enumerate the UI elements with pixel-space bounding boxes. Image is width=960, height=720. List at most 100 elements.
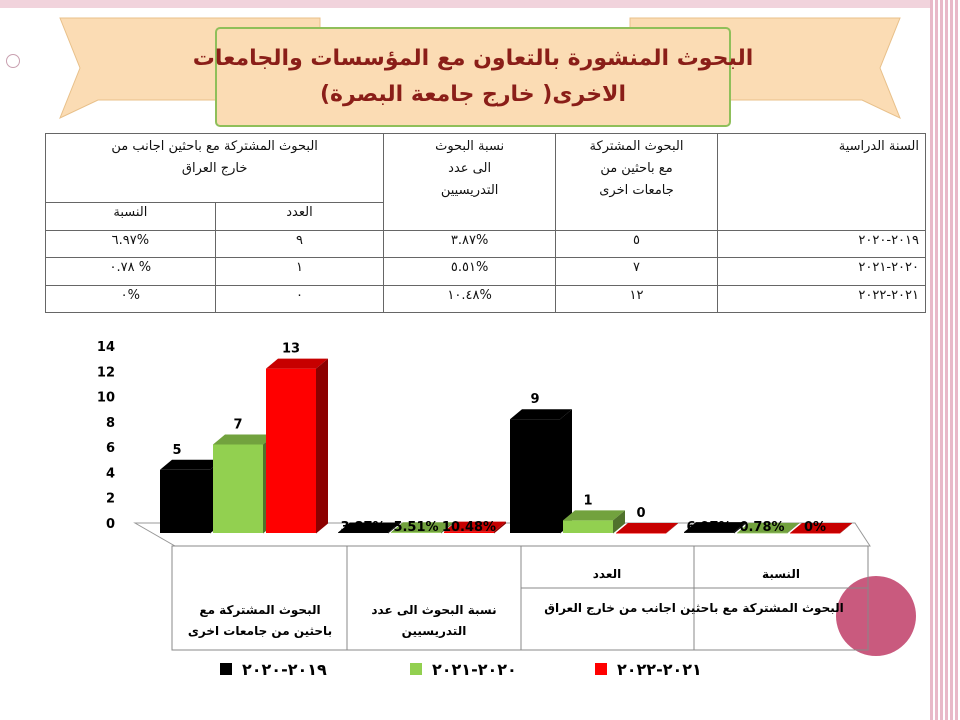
y-tick-label: 14 [97, 340, 115, 355]
bar-side [316, 358, 328, 534]
bar-side [734, 522, 746, 534]
cell-count: ٩ [214, 229, 385, 259]
category-label: التدريسيين [402, 624, 467, 638]
category-parent-label: البحوث المشتركة مع باحثين اجانب من خارج … [544, 601, 843, 616]
cell-percent: %٦.٩٧ [45, 229, 216, 259]
bar-top [684, 522, 746, 533]
data-label: 5.51% [393, 520, 438, 535]
bar-front [790, 533, 840, 534]
decor-circle-small [6, 54, 20, 68]
y-tick-label: 8 [106, 416, 115, 431]
data-label: 13 [282, 342, 300, 357]
bar-top [213, 434, 275, 445]
bar-top [510, 409, 572, 420]
bar-side [388, 522, 400, 534]
category-label: باحثين من جامعات اخرى [188, 624, 332, 638]
legend-swatch [595, 663, 607, 675]
table-row: ٢٠٢١-٢٠٢٢ ١٢ %١٠.٤٨ ٠ %٠ [45, 284, 926, 314]
data-label: 1 [583, 493, 592, 508]
data-label: 9 [530, 392, 539, 407]
bar-side [666, 523, 678, 534]
bar-top [790, 523, 852, 533]
legend-label: ٢٠٢٠-٢٠٢١ [432, 660, 517, 679]
table-row: ٢٠١٩-٢٠٢٠ ٥ %٣.٨٧ ٩ %٦.٩٧ [45, 229, 926, 259]
data-label: 0% [804, 520, 826, 535]
y-tick-label: 2 [106, 492, 115, 507]
bar-top [563, 510, 625, 521]
bar-side [840, 523, 852, 534]
bar-top [444, 521, 506, 532]
bar-side [441, 522, 453, 534]
decor-circle-large [836, 576, 916, 656]
category-label: العدد [593, 567, 621, 581]
bar-front [616, 533, 666, 534]
data-table: السنة الدراسية البحوث المشتركة مع باحثين… [44, 133, 926, 314]
bar-top [338, 522, 400, 533]
bar-front [563, 520, 613, 533]
bar-side [787, 522, 799, 534]
data-label: 0 [636, 506, 645, 521]
bar-top [160, 459, 222, 470]
bar-side [560, 409, 572, 534]
bar-front [391, 532, 441, 533]
bar-top [737, 522, 799, 533]
category-label: النسبة [762, 567, 800, 581]
header-percent: النسبة [45, 201, 216, 232]
category-label: البحوث المشتركة مع [199, 603, 320, 618]
cell-year: ٢٠٢١-٢٠٢٢ [717, 284, 926, 314]
data-label: 7 [233, 418, 242, 433]
bar-front [213, 444, 263, 533]
data-label: 5 [172, 443, 181, 458]
title-line-1: البحوث المنشورة بالتعاون مع المؤسسات وال… [192, 46, 754, 71]
title-line-2: الاخرى( خارج جامعة البصرة) [320, 82, 626, 107]
cell-ratio: %٥.٥١ [383, 257, 556, 286]
bar-top [266, 358, 328, 369]
header-ratio: نسبة البحوث الى عدد التدريسيين [383, 133, 556, 231]
bar-side [613, 510, 625, 534]
data-label: 0.78% [739, 520, 784, 535]
bar-front [444, 531, 494, 533]
y-tick-label: 10 [97, 391, 115, 406]
legend-swatch [410, 663, 422, 675]
category-axis-box [171, 545, 869, 651]
cell-year: ٢٠١٩-٢٠٢٠ [717, 229, 926, 259]
cell-ratio: %٣.٨٧ [383, 229, 556, 259]
table-subheader-row: العدد النسبة [45, 201, 926, 232]
category-label: نسبة البحوث الى عدد [371, 603, 496, 618]
table-row: ٢٠٢٠-٢٠٢١ ٧ %٥.٥١ ١ % ٠.٧٨ [45, 257, 926, 286]
table-header-row: السنة الدراسية البحوث المشتركة مع باحثين… [44, 133, 926, 231]
legend-swatch [220, 663, 232, 675]
side-stripes [930, 0, 960, 720]
cell-percent: %٠ [45, 284, 216, 314]
y-tick-label: 4 [106, 466, 115, 481]
header-count: العدد [214, 201, 385, 232]
title-ribbon [59, 17, 901, 127]
legend-label: ٢٠١٩-٢٠٢٠ [242, 660, 327, 679]
bar-top [616, 523, 678, 533]
header-foreign: البحوث المشتركة مع باحثين اجانب من خارج … [44, 133, 385, 203]
cell-count: ١ [214, 257, 385, 286]
bar-front [266, 368, 316, 533]
bar-top [391, 522, 453, 533]
bar-front [338, 532, 388, 534]
data-label: 10.48% [442, 520, 496, 535]
top-accent-bar [0, 0, 930, 8]
cell-count: ٠ [214, 284, 385, 314]
data-label: 6.97% [686, 520, 731, 535]
bar-front [160, 469, 210, 533]
legend-label: ٢٠٢١-٢٠٢٢ [617, 660, 702, 679]
bar-front [684, 532, 734, 533]
ribbon-center [215, 27, 731, 127]
bar-front [510, 419, 560, 533]
cell-year: ٢٠٢٠-٢٠٢١ [717, 257, 926, 286]
cell-ratio: %١٠.٤٨ [383, 284, 556, 314]
y-tick-label: 6 [106, 441, 115, 456]
page-title: البحوث المنشورة بالتعاون مع المؤسسات وال… [193, 30, 753, 124]
data-label: 3.87% [340, 520, 385, 535]
bar-side [494, 521, 506, 534]
y-tick-label: 12 [97, 365, 115, 380]
cell-joint: ١٢ [554, 284, 719, 314]
y-tick-label: 0 [106, 517, 115, 532]
bar-front [737, 532, 787, 534]
